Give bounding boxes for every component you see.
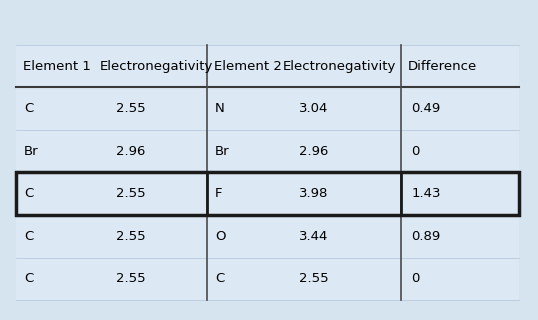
Bar bbox=[401, 130, 519, 172]
Bar bbox=[207, 215, 277, 258]
Bar bbox=[207, 258, 277, 300]
Bar bbox=[16, 172, 519, 215]
Text: Br: Br bbox=[24, 145, 39, 158]
Bar bbox=[16, 215, 94, 258]
Bar bbox=[401, 172, 519, 215]
Text: 0: 0 bbox=[412, 272, 420, 285]
Bar bbox=[16, 45, 94, 87]
Bar bbox=[207, 172, 277, 215]
Text: 2.96: 2.96 bbox=[299, 145, 328, 158]
Text: 3.44: 3.44 bbox=[299, 230, 328, 243]
Text: 2.55: 2.55 bbox=[299, 272, 328, 285]
Bar bbox=[94, 45, 207, 87]
Text: N: N bbox=[215, 102, 225, 115]
Text: Electronegativity: Electronegativity bbox=[100, 60, 213, 73]
Text: 2.55: 2.55 bbox=[116, 272, 145, 285]
Text: 1.43: 1.43 bbox=[412, 187, 441, 200]
Text: 2.96: 2.96 bbox=[116, 145, 145, 158]
Text: F: F bbox=[215, 187, 223, 200]
Bar bbox=[94, 172, 207, 215]
Bar bbox=[94, 130, 207, 172]
Text: Element 1: Element 1 bbox=[23, 60, 90, 73]
Text: Electronegativity: Electronegativity bbox=[282, 60, 396, 73]
Text: 0: 0 bbox=[412, 145, 420, 158]
Text: C: C bbox=[24, 102, 33, 115]
Text: Difference: Difference bbox=[407, 60, 477, 73]
Bar bbox=[401, 215, 519, 258]
Bar bbox=[94, 87, 207, 130]
Bar bbox=[277, 45, 401, 87]
Text: C: C bbox=[24, 272, 33, 285]
Bar bbox=[207, 87, 277, 130]
Text: C: C bbox=[215, 272, 224, 285]
Bar bbox=[401, 45, 519, 87]
Bar bbox=[16, 87, 94, 130]
Text: 0.89: 0.89 bbox=[412, 230, 441, 243]
Bar bbox=[94, 258, 207, 300]
Bar bbox=[277, 258, 401, 300]
Text: C: C bbox=[24, 230, 33, 243]
Bar bbox=[277, 215, 401, 258]
Text: 2.55: 2.55 bbox=[116, 187, 145, 200]
Bar bbox=[94, 215, 207, 258]
Bar bbox=[16, 130, 94, 172]
Text: 2.55: 2.55 bbox=[116, 102, 145, 115]
Bar bbox=[16, 172, 94, 215]
Bar bbox=[207, 130, 277, 172]
Text: O: O bbox=[215, 230, 226, 243]
Bar bbox=[16, 258, 94, 300]
Text: 0.49: 0.49 bbox=[412, 102, 441, 115]
Text: Element 2: Element 2 bbox=[214, 60, 281, 73]
Text: 3.04: 3.04 bbox=[299, 102, 328, 115]
Text: 2.55: 2.55 bbox=[116, 230, 145, 243]
Text: Br: Br bbox=[215, 145, 230, 158]
Bar bbox=[277, 130, 401, 172]
Bar bbox=[277, 172, 401, 215]
Bar bbox=[277, 87, 401, 130]
Bar bbox=[207, 45, 277, 87]
Bar bbox=[401, 258, 519, 300]
Text: 3.98: 3.98 bbox=[299, 187, 328, 200]
Bar bbox=[401, 87, 519, 130]
Text: C: C bbox=[24, 187, 33, 200]
